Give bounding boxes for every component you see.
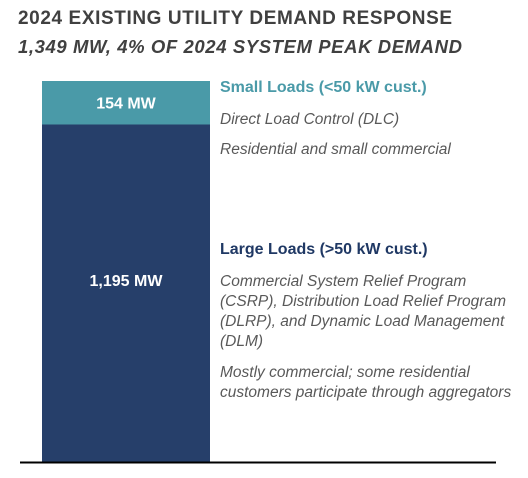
bar-segment-small-loads [42,81,210,125]
small-loads-annotation: Small Loads (<50 kW cust.) Direct Load C… [220,79,520,170]
large-loads-annotation: Large Loads (>50 kW cust.) Commercial Sy… [220,241,520,414]
small-loads-programs: Direct Load Control (DLC) [220,111,400,128]
large-loads-programs: Commercial System Relief Program (CSRP),… [220,273,506,350]
small-loads-heading: Small Loads (<50 kW cust.) [220,79,427,96]
large-loads-customers: Mostly commercial; some residential cust… [220,364,512,401]
chart-subtitle: 1,349 MW, 4% OF 2024 SYSTEM PEAK DEMAND [18,36,463,57]
large-loads-heading: Large Loads (>50 kW cust.) [220,241,428,258]
bar-segment-large-loads [42,124,210,462]
chart-title: 2024 EXISTING UTILITY DEMAND RESPONSE [18,8,453,29]
small-loads-customers: Residential and small commercial [220,141,451,158]
data-label-large-loads: 1,195 MW [90,273,164,290]
data-label-small-loads: 154 MW [96,96,156,113]
